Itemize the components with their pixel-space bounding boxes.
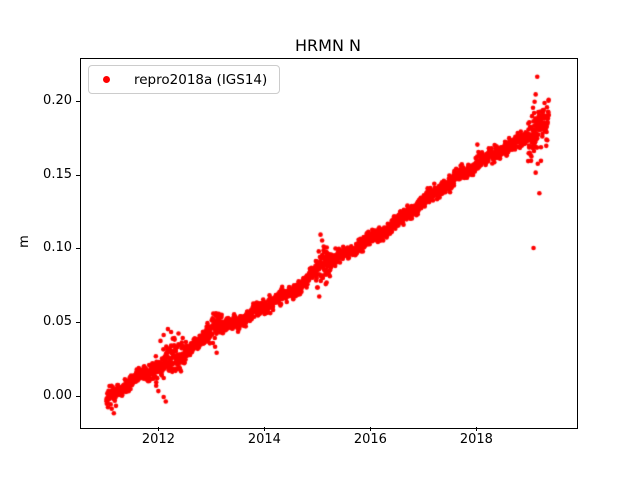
y-tick-label: 0.00	[43, 388, 72, 403]
y-tick-label: 0.10	[43, 240, 72, 256]
x-tick-label: 2012	[141, 432, 175, 447]
scatter-canvas	[81, 59, 577, 428]
y-tick-label: 0.20	[43, 92, 72, 108]
x-tick-label: 2016	[353, 432, 387, 447]
x-tick-label: 2014	[247, 432, 281, 447]
y-tick-mark	[76, 322, 80, 324]
x-tick-mark	[264, 427, 266, 431]
y-tick-mark	[76, 396, 80, 397]
x-tick-label: 2018	[459, 432, 493, 447]
plot-area: repro2018a (IGS14)	[80, 58, 578, 429]
y-tick-label: 0.05	[43, 314, 72, 330]
chart-title: HRMN N	[295, 36, 361, 55]
x-tick-mark	[476, 427, 478, 431]
y-tick-label: 0.15	[43, 166, 72, 182]
legend: repro2018a (IGS14)	[88, 65, 281, 94]
y-tick-mark	[76, 248, 80, 250]
x-tick-mark	[158, 427, 160, 431]
y-tick-mark	[76, 100, 80, 102]
legend-marker-dot-icon	[103, 76, 110, 83]
x-tick-mark	[370, 427, 372, 431]
y-tick-mark	[76, 174, 80, 176]
legend-label: repro2018a (IGS14)	[134, 71, 268, 88]
